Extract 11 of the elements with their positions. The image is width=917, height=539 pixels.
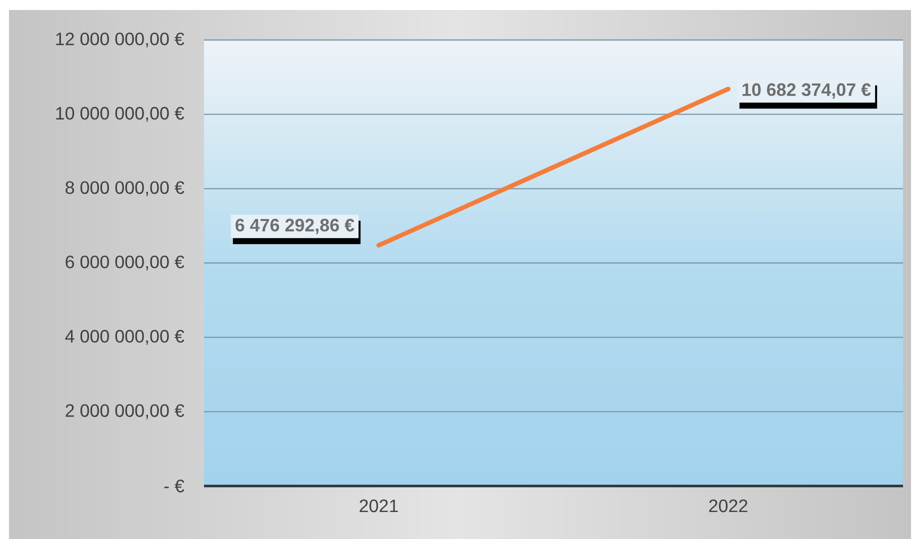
data-label: 6 476 292,86 € bbox=[236, 218, 354, 234]
x-tick-label: 2021 bbox=[360, 500, 398, 512]
y-tick-label: 2 000 000,00 € bbox=[66, 404, 184, 420]
y-tick-label: - € bbox=[164, 480, 184, 492]
data-label: 10 682 374,07 € bbox=[742, 83, 871, 99]
x-tick-label: 2022 bbox=[709, 500, 748, 512]
y-tick-label: 12 000 000,00 € bbox=[56, 32, 184, 48]
y-tick-label: 6 000 000,00 € bbox=[66, 256, 184, 270]
y-tick-label: 8 000 000,00 € bbox=[66, 181, 184, 196]
y-tick-label: 4 000 000,00 € bbox=[65, 330, 184, 345]
y-tick-label: 10 000 000,00 € bbox=[56, 106, 184, 122]
